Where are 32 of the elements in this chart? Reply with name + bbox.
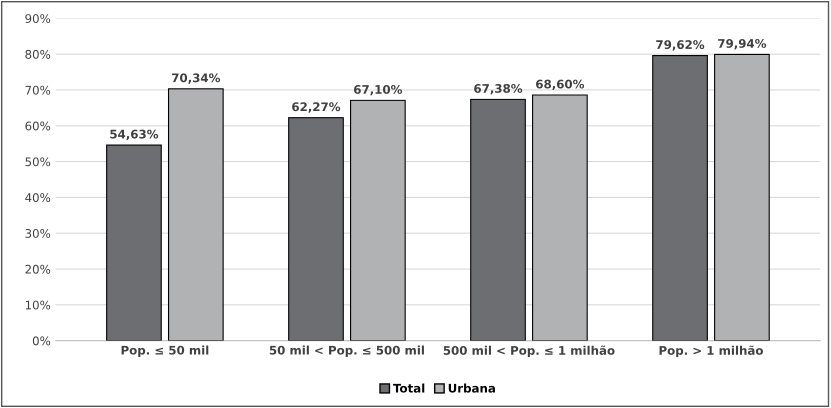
y-tick-label: 20% bbox=[25, 264, 50, 274]
bar bbox=[350, 100, 406, 341]
legend-label: Urbana bbox=[448, 384, 495, 393]
y-tick-label: 50% bbox=[25, 157, 50, 166]
y-tick-label: 70% bbox=[26, 86, 50, 95]
y-tick-label: 60% bbox=[25, 122, 50, 130]
bar bbox=[714, 54, 770, 341]
y-tick-label: 80% bbox=[25, 50, 50, 59]
bar bbox=[652, 54, 708, 341]
data-label: 67,38% bbox=[474, 84, 522, 94]
data-label: 62,27% bbox=[292, 102, 340, 113]
x-tick-label: Pop. > 1 milhão bbox=[660, 346, 763, 358]
data-label: 79,62% bbox=[656, 40, 704, 51]
data-label: 79,94% bbox=[718, 39, 766, 50]
x-tick-label: 50 mil < Pop. ≤ 500 mil bbox=[270, 346, 424, 357]
y-tick-label: 40% bbox=[25, 193, 50, 202]
y-tick-label: 30% bbox=[25, 228, 50, 238]
x-tick-label: Pop. ≤ 50 mil bbox=[122, 346, 208, 357]
data-label: 67,10% bbox=[354, 84, 402, 96]
y-tick-label: 0% bbox=[32, 336, 50, 346]
y-tick-label: 10% bbox=[26, 300, 50, 310]
data-label: 68,60% bbox=[536, 80, 584, 90]
bar bbox=[168, 88, 224, 341]
legend-label: Total bbox=[393, 384, 424, 393]
bar bbox=[106, 144, 162, 341]
data-label: 70,34% bbox=[172, 73, 220, 84]
data-label: 54,63% bbox=[110, 130, 158, 140]
bar bbox=[288, 117, 344, 341]
bar bbox=[470, 98, 526, 341]
bar bbox=[532, 94, 588, 341]
y-tick-label: 90% bbox=[25, 14, 50, 24]
x-tick-label: 500 mil < Pop. ≤ 1 milhão bbox=[444, 346, 615, 358]
